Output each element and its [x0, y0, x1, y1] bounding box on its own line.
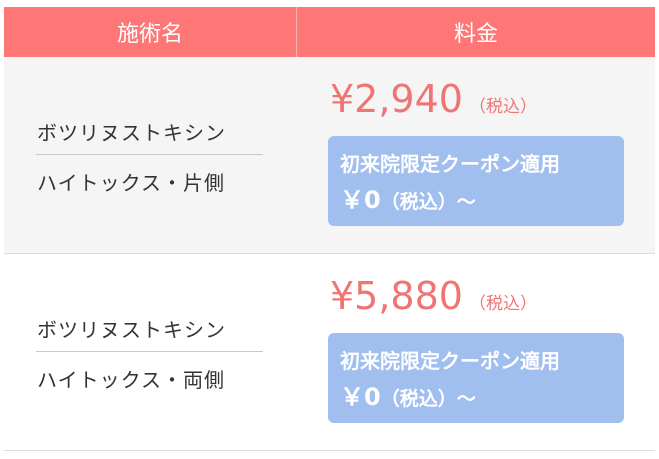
- treatment-name-cell: ボツリヌストキシン ハイトックス・片側: [4, 57, 296, 253]
- price: ¥5,880 （税込）: [330, 274, 537, 318]
- coupon-price-value: ￥0: [340, 383, 381, 411]
- coupon-box: 初来院限定クーポン適用 ￥0（税込）～: [328, 136, 624, 226]
- treatment-name-cell: ボツリヌストキシン ハイトックス・両側: [4, 254, 296, 450]
- table-header: 施術名 料金: [4, 7, 655, 57]
- treatment-variant: ハイトックス・片側: [37, 171, 225, 195]
- price: ¥2,940 （税込）: [330, 77, 537, 121]
- price-table: 施術名 料金 ボツリヌストキシン ハイトックス・片側 ¥2,940 （税込） 初来…: [4, 7, 655, 451]
- coupon-label: 初来院限定クーポン適用: [340, 349, 560, 373]
- tax-label: （税込）: [468, 294, 537, 314]
- divider: [36, 154, 263, 155]
- header-price: 料金: [453, 22, 498, 47]
- coupon-tax: （税込）～: [380, 388, 476, 410]
- tax-label: （税込）: [468, 97, 537, 117]
- treatment-name: ボツリヌストキシン: [37, 318, 226, 342]
- coupon-box: 初来院限定クーポン適用 ￥0（税込）～: [328, 333, 624, 423]
- coupon-price-value: ￥0: [340, 186, 381, 214]
- treatment-variant: ハイトックス・両側: [37, 368, 225, 392]
- treatment-name: ボツリヌストキシン: [37, 121, 226, 145]
- table-row: ボツリヌストキシン ハイトックス・片側 ¥2,940 （税込） 初来院限定クーポン…: [4, 57, 655, 254]
- coupon-price: ￥0（税込）～: [340, 180, 476, 215]
- coupon-label: 初来院限定クーポン適用: [340, 152, 560, 176]
- table-row: ボツリヌストキシン ハイトックス・両側 ¥5,880 （税込） 初来院限定クーポン…: [4, 254, 655, 451]
- price-value: ¥2,940: [330, 77, 463, 121]
- price-value: ¥5,880: [330, 274, 463, 318]
- header-treatment-name: 施術名: [4, 7, 297, 57]
- coupon-price: ￥0（税込）～: [340, 377, 476, 412]
- coupon-tax: （税込）～: [380, 191, 476, 213]
- divider: [36, 351, 263, 352]
